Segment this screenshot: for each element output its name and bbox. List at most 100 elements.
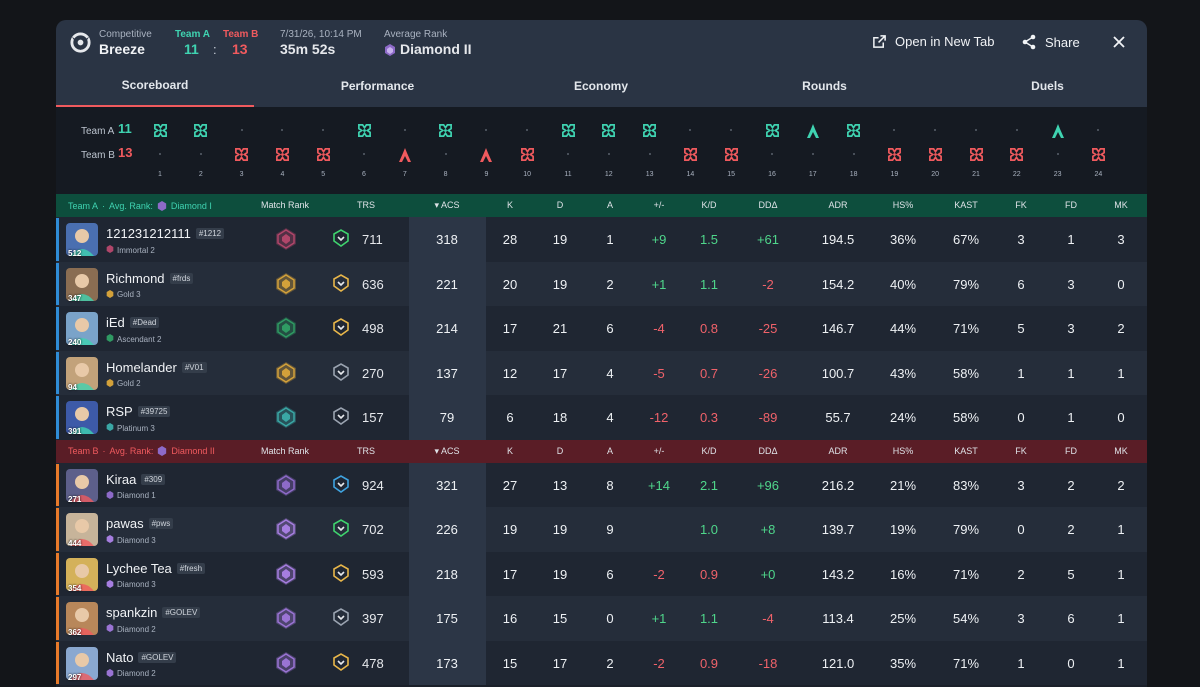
trs-chevron-icon (332, 474, 350, 496)
player-name-wrap[interactable]: Homelander #V01 (106, 360, 207, 375)
player-row[interactable]: 240 iEd #Dead Ascendant 2 498 214 17 21 6 -4 0.8 -2… (56, 306, 1147, 351)
round-elimination-icon[interactable] (438, 123, 454, 143)
player-name-wrap[interactable]: pawas #pws (106, 516, 174, 531)
trs-cell: 397 (332, 608, 384, 629)
player-name[interactable]: RSP (106, 404, 133, 419)
column-header-label: DDΔ (758, 200, 778, 210)
stat-d: 19 (552, 566, 568, 582)
round-elimination-icon[interactable] (764, 123, 780, 143)
round-elimination-icon[interactable] (274, 147, 290, 167)
player-name[interactable]: Lychee Tea (106, 560, 172, 576)
column-header-d: D (525, 446, 595, 456)
player-row[interactable]: 362 spankzin #GOLEV Diamond 2 397 175 16 15 0 +1 1… (56, 596, 1147, 641)
column-header-label: K/D (701, 445, 717, 456)
share-button[interactable]: Share (1021, 34, 1080, 50)
stat-k: 20 (502, 276, 518, 292)
player-row[interactable]: 297 Nato #GOLEV Diamond 2 478 173 15 17 2 -2 0.9 -1… (56, 640, 1147, 685)
player-row[interactable]: 391 RSP #39725 Platinum 3 157 79 6 18 4 -12 0.3 -89… (56, 395, 1147, 440)
round-elimination-icon[interactable] (152, 123, 168, 143)
column-header-acs[interactable]: ▾ ACS (412, 200, 482, 211)
round-empty-dot (730, 129, 733, 131)
player-name[interactable]: pawas (106, 516, 144, 531)
column-header-label: FK (1015, 200, 1027, 210)
round-elimination-icon[interactable] (560, 123, 576, 143)
stat-k: 12 (502, 365, 518, 381)
player-name-wrap[interactable]: Lychee Tea #fresh (106, 560, 206, 576)
round-spike-icon[interactable] (805, 123, 821, 144)
player-rank: Platinum 3 (106, 423, 155, 433)
round-elimination-icon[interactable] (846, 123, 862, 143)
player-name-wrap[interactable]: Nato #GOLEV (106, 649, 177, 665)
round-elimination-icon[interactable] (234, 147, 250, 167)
column-header-label: TRS (357, 445, 375, 456)
player-name-wrap[interactable]: iEd #Dead (106, 315, 160, 330)
round-spike-icon[interactable] (478, 147, 494, 168)
tab-performance[interactable]: Performance (340, 79, 415, 93)
player-name[interactable]: Nato (106, 649, 134, 665)
rank-icon (106, 490, 114, 501)
player-name[interactable]: Richmond (106, 270, 165, 286)
round-elimination-icon[interactable] (723, 147, 739, 167)
round-number: 17 (808, 171, 817, 178)
round-elimination-icon[interactable] (886, 147, 902, 167)
player-rank: Diamond 2 (106, 668, 156, 679)
player-name-wrap[interactable]: 121231212111 #1212 (106, 226, 225, 241)
tab-economy[interactable]: Economy (573, 79, 628, 93)
round-elimination-icon[interactable] (682, 147, 698, 167)
round-elimination-icon[interactable] (642, 123, 658, 143)
open-new-tab-button[interactable]: Open in New Tab (872, 34, 995, 49)
stat-pm: -4 (653, 321, 665, 336)
player-row[interactable]: 347 Richmond #frds Gold 3 636 221 20 19 2 +1 1.1 -2… (56, 261, 1147, 306)
player-row[interactable]: 444 pawas #pws Diamond 3 702 226 19 19 9 1.0 +8 139… (56, 507, 1147, 552)
column-header-acs[interactable]: ▾ ACS (412, 446, 482, 457)
stat-mk: 1 (1117, 611, 1125, 626)
player-name-wrap[interactable]: Richmond #frds (106, 270, 194, 286)
player-row[interactable]: 94 Homelander #V01 Gold 2 270 137 12 17 4 -5 0.7 -2… (56, 350, 1147, 395)
round-number: 15 (727, 171, 736, 178)
tab-rounds[interactable]: Rounds (802, 79, 847, 93)
round-elimination-icon[interactable] (927, 147, 943, 167)
round-elimination-icon[interactable] (193, 123, 209, 143)
round-elimination-icon[interactable] (315, 147, 331, 167)
round-elimination-icon[interactable] (968, 147, 984, 167)
round-elimination-icon[interactable] (519, 147, 535, 167)
column-header-a: A (575, 200, 645, 210)
open-new-tab-label: Open in New Tab (895, 34, 995, 49)
player-name[interactable]: 121231212111 (106, 226, 191, 241)
player-tag: #GOLEV (138, 651, 177, 663)
column-header-kast: KAST (931, 446, 1001, 456)
round-elimination-icon[interactable] (1009, 147, 1025, 167)
player-name[interactable]: Kiraa (106, 471, 137, 487)
player-name[interactable]: spankzin (106, 605, 158, 620)
round-spike-icon[interactable] (397, 147, 413, 168)
column-header-label: ADR (828, 445, 848, 456)
column-header-label: A (606, 445, 613, 456)
player-name[interactable]: iEd (106, 315, 125, 330)
round-number: 18 (849, 171, 858, 178)
stat-adr: 55.7 (825, 410, 851, 425)
trs-cell: 157 (332, 407, 384, 428)
player-rank-label: Diamond 3 (117, 580, 156, 589)
trs-cell: 270 (332, 362, 384, 384)
player-row[interactable]: 271 Kiraa #309 Diamond 1 924 321 27 13 8 +14 2.1 +9… (56, 462, 1147, 507)
round-spike-icon[interactable] (1050, 123, 1066, 144)
agent-avatar (66, 223, 98, 256)
round-elimination-icon[interactable] (356, 123, 372, 143)
player-row[interactable]: 354 Lychee Tea #fresh Diamond 3 593 218 17 19 6 -… (56, 551, 1147, 596)
close-icon[interactable] (1111, 34, 1127, 50)
tab-duels[interactable]: Duels (1031, 79, 1064, 93)
player-name-wrap[interactable]: RSP #39725 (106, 404, 171, 419)
round-number: 6 (362, 171, 366, 178)
player-name-wrap[interactable]: spankzin #GOLEV (106, 605, 201, 620)
stat-mk: 2 (1117, 477, 1125, 493)
round-elimination-icon[interactable] (601, 123, 617, 143)
round-empty-dot (1056, 153, 1059, 155)
round-elimination-icon[interactable] (1090, 147, 1106, 167)
player-row[interactable]: 512 121231212111 #1212 Immortal 2 711 318 28 19… (56, 217, 1147, 262)
acs-column-highlight (409, 462, 486, 507)
tab-scoreboard[interactable]: Scoreboard (56, 65, 254, 107)
player-name[interactable]: Homelander (106, 359, 177, 375)
player-level: 297 (68, 672, 82, 682)
player-name-wrap[interactable]: Kiraa #309 (106, 471, 166, 487)
stat-d: 17 (552, 365, 568, 381)
